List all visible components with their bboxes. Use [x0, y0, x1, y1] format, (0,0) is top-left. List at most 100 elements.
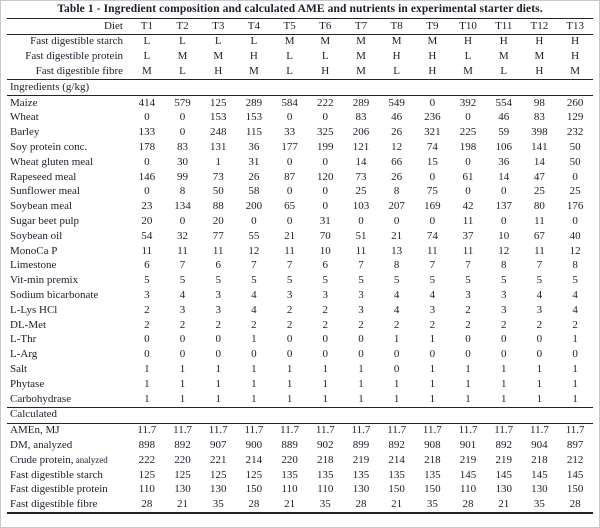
data-cell: 177 [281, 141, 298, 153]
data-cell: 0 [465, 348, 471, 361]
row-label: Maize [10, 96, 38, 109]
data-cell: 1 [429, 333, 436, 346]
data-cell: 1 [343, 391, 379, 408]
data-cell: 33 [284, 126, 296, 139]
data-cell: 178 [138, 141, 156, 153]
data-cell: 222 [138, 453, 156, 466]
data-cell: 6 [215, 259, 221, 272]
data-row: Salt 1 1 1 1 1 1 1 0 1 1 1 1 1 [7, 362, 593, 377]
data-row: Soybean oil 54 32 77 55 21 70 51 21 74 37 10 67 40 [7, 229, 593, 244]
data-cell: 12 [248, 244, 260, 257]
data-cell: 1 [144, 362, 150, 375]
row-label: Sodium bicarbonate [10, 288, 99, 301]
diet-column-header: T5 [271, 18, 308, 35]
data-cell: 1 [557, 391, 593, 408]
data-cell: 106 [495, 141, 512, 153]
factor-cell: M [320, 35, 331, 48]
data-cell: 150 [388, 483, 405, 496]
data-cell: 901 [459, 438, 477, 451]
data-cell: 1 [429, 362, 436, 375]
data-cell: 73 [355, 170, 367, 183]
data-cell: 1 [536, 377, 543, 390]
data-cell: 1 [129, 391, 165, 408]
data-cell: 50 [569, 155, 581, 168]
data-cell: 28 [343, 497, 379, 515]
data-cell: 137 [495, 200, 512, 213]
data-row: Barley 133 0 248 115 33 325 206 26 321 225 59 398 232 [7, 126, 593, 141]
row-label: Wheat gluten meal [10, 155, 94, 168]
section-header-ingredients: Ingredients (g/kg) [7, 79, 593, 96]
data-cell: 1 [200, 391, 237, 408]
data-cell: 83 [177, 141, 189, 153]
factor-cell: M [213, 50, 224, 63]
data-cell: 398 [531, 126, 548, 139]
data-cell: 125 [209, 96, 227, 109]
row-label: Sugar beet pulp [10, 214, 80, 227]
data-cell: 12 [498, 244, 510, 257]
data-cell: 20 [212, 214, 224, 227]
factor-row: Fast digestible fibre M L H M L H M L H M L H M [7, 64, 593, 81]
data-row: Phytase 1 1 1 1 1 1 1 1 1 1 1 1 1 [7, 377, 593, 392]
row-label: AMEn, MJ [10, 424, 60, 437]
data-row: L-Thr 0 0 0 1 0 0 0 1 1 0 0 0 1 [7, 333, 593, 348]
row-label: Salt [10, 362, 28, 375]
data-cell: 0 [144, 348, 150, 361]
data-cell: 11.7 [565, 424, 585, 437]
factor-cell: L [286, 50, 293, 63]
data-cell: 0 [393, 362, 400, 375]
data-row: Wheat gluten meal 0 30 1 31 0 0 14 66 15 0 36 14 50 [7, 155, 593, 170]
data-cell: 6 [144, 259, 150, 272]
factor-row: Fast digestible protein L M M H L L M H H L M M H [7, 50, 593, 65]
data-row: Fast digestible starch 125 125 125 125 135 135… [7, 468, 593, 483]
data-cell: 220 [281, 453, 298, 466]
data-cell: 0 [144, 111, 150, 124]
data-cell: 0 [144, 155, 150, 168]
data-cell: 130 [495, 483, 512, 496]
factor-cell: M [129, 64, 165, 81]
data-cell: 2 [322, 318, 329, 331]
factor-cell: M [356, 50, 366, 63]
data-cell: 11.7 [244, 424, 264, 437]
data-cell: 11 [462, 244, 474, 257]
data-cell: 232 [566, 126, 584, 139]
data-cell: 55 [248, 229, 260, 242]
data-cell: 0 [322, 200, 329, 213]
data-cell: 14 [355, 155, 367, 168]
data-cell: 26 [391, 170, 403, 183]
data-cell: 414 [138, 96, 156, 109]
data-cell: 1 [251, 362, 257, 375]
data-cell: 21 [284, 229, 296, 242]
data-cell: 222 [317, 96, 334, 109]
data-cell: 214 [388, 453, 405, 466]
data-cell: 1 [485, 391, 522, 408]
data-cell: 46 [498, 111, 510, 124]
data-cell: 130 [531, 483, 548, 496]
data-cell: 121 [352, 141, 370, 153]
data-cell: 150 [245, 483, 263, 496]
data-cell: 2 [358, 318, 364, 331]
data-cell: 23 [141, 200, 153, 213]
data-cell: 88 [212, 200, 224, 213]
data-cell: 8 [393, 259, 400, 272]
data-cell: 3 [429, 303, 436, 316]
data-cell: 25 [569, 185, 581, 198]
data-cell: 14 [498, 170, 510, 183]
data-cell: 32 [177, 229, 189, 242]
data-cell: 11.7 [422, 424, 442, 437]
data-cell: 11.7 [280, 424, 300, 437]
data-cell: 7 [286, 259, 293, 272]
factor-cell: H [571, 35, 580, 48]
data-cell: 8 [393, 185, 400, 198]
diet-column-header: T6 [307, 18, 344, 35]
data-cell: 2 [144, 318, 150, 331]
data-cell: 12 [391, 141, 403, 153]
data-cell: 5 [215, 274, 221, 287]
data-cell: 11 [534, 214, 545, 227]
data-cell: 0 [251, 214, 257, 227]
factor-cell: M [534, 50, 545, 63]
data-cell: 11 [355, 244, 367, 257]
data-cell: 26 [248, 170, 260, 183]
data-cell: 0 [572, 214, 578, 227]
data-row: Soybean meal 23 134 88 200 65 0 103 207 169 42 137 8… [7, 200, 593, 215]
factor-cell: L [143, 50, 151, 63]
